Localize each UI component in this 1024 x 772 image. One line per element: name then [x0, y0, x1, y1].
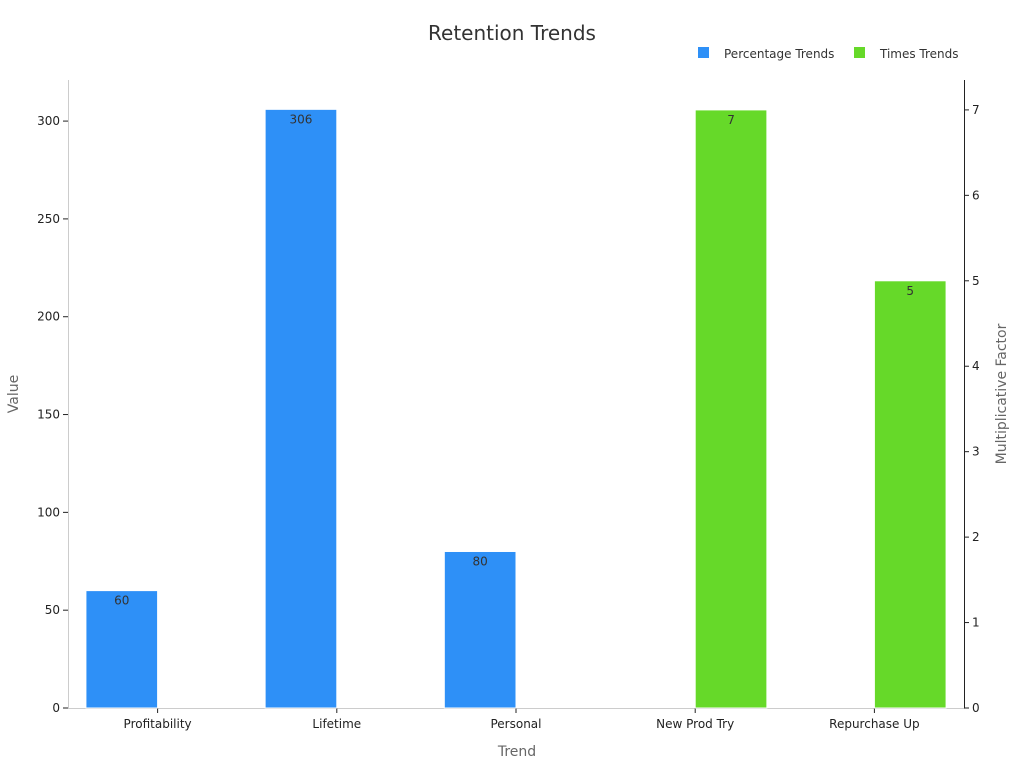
x-tick-label-new-prod-try: New Prod Try	[656, 717, 734, 731]
y2-tick-label-6: 6	[972, 188, 980, 202]
legend-label-times-trends: Times Trends	[879, 47, 959, 61]
bar-percentage-trends-personal	[443, 550, 517, 709]
y-tick-label-200: 200	[37, 310, 60, 324]
y-tick-label-100: 100	[37, 505, 60, 519]
data-label-percentage-trends-lifetime: 306	[290, 112, 313, 126]
y2-tick-label-4: 4	[972, 359, 980, 373]
y-axis-left-ticks: 0 50 100 150 200 250 300	[37, 114, 68, 715]
y2-tick-label-7: 7	[972, 103, 980, 117]
bar-percentage-trends-profitability	[85, 590, 159, 709]
legend-label-percentage-trends: Percentage Trends	[724, 47, 834, 61]
y2-axis-title: Multiplicative Factor	[994, 323, 1010, 464]
y2-tick-label-0: 0	[972, 701, 980, 715]
data-label-times-trends-new-prod-try: 7	[727, 113, 735, 127]
x-tick-label-lifetime: Lifetime	[312, 717, 361, 731]
legend-swatch-percentage-trends	[698, 47, 709, 58]
x-tick-label-personal: Personal	[490, 717, 541, 731]
x-axis-ticks: Profitability Lifetime Personal New Prod Tr…	[124, 708, 920, 731]
legend: Percentage Trends Times Trends	[698, 47, 959, 61]
y-tick-label-300: 300	[37, 114, 60, 128]
bar-percentage-trends-lifetime	[264, 108, 338, 709]
y-axis-title: Value	[6, 375, 22, 413]
bar-labels: 60 306 80 7 5	[114, 112, 914, 607]
y-tick-label-250: 250	[37, 212, 60, 226]
y2-tick-label-3: 3	[972, 445, 980, 459]
y2-tick-label-2: 2	[972, 530, 980, 544]
data-label-percentage-trends-personal: 80	[473, 554, 488, 568]
y-tick-label-150: 150	[37, 408, 60, 422]
bars	[85, 108, 947, 709]
y-tick-label-0: 0	[52, 701, 60, 715]
data-label-percentage-trends-profitability: 60	[114, 594, 129, 608]
chart-title: Retention Trends	[428, 21, 596, 45]
y2-tick-label-5: 5	[972, 274, 980, 288]
bar-times-trends-new-prod-try	[694, 109, 768, 709]
legend-swatch-times-trends	[854, 47, 865, 58]
data-label-times-trends-repurchase-up: 5	[906, 284, 914, 298]
bar-times-trends-repurchase-up	[873, 280, 947, 709]
x-tick-label-repurchase-up: Repurchase Up	[829, 717, 919, 731]
x-axis-title: Trend	[497, 744, 536, 760]
x-tick-label-profitability: Profitability	[124, 717, 192, 731]
y-tick-label-50: 50	[45, 603, 60, 617]
y2-tick-label-1: 1	[972, 616, 980, 630]
y-axis-right-ticks: 0 1 2 3 4 5 6 7	[964, 103, 980, 715]
